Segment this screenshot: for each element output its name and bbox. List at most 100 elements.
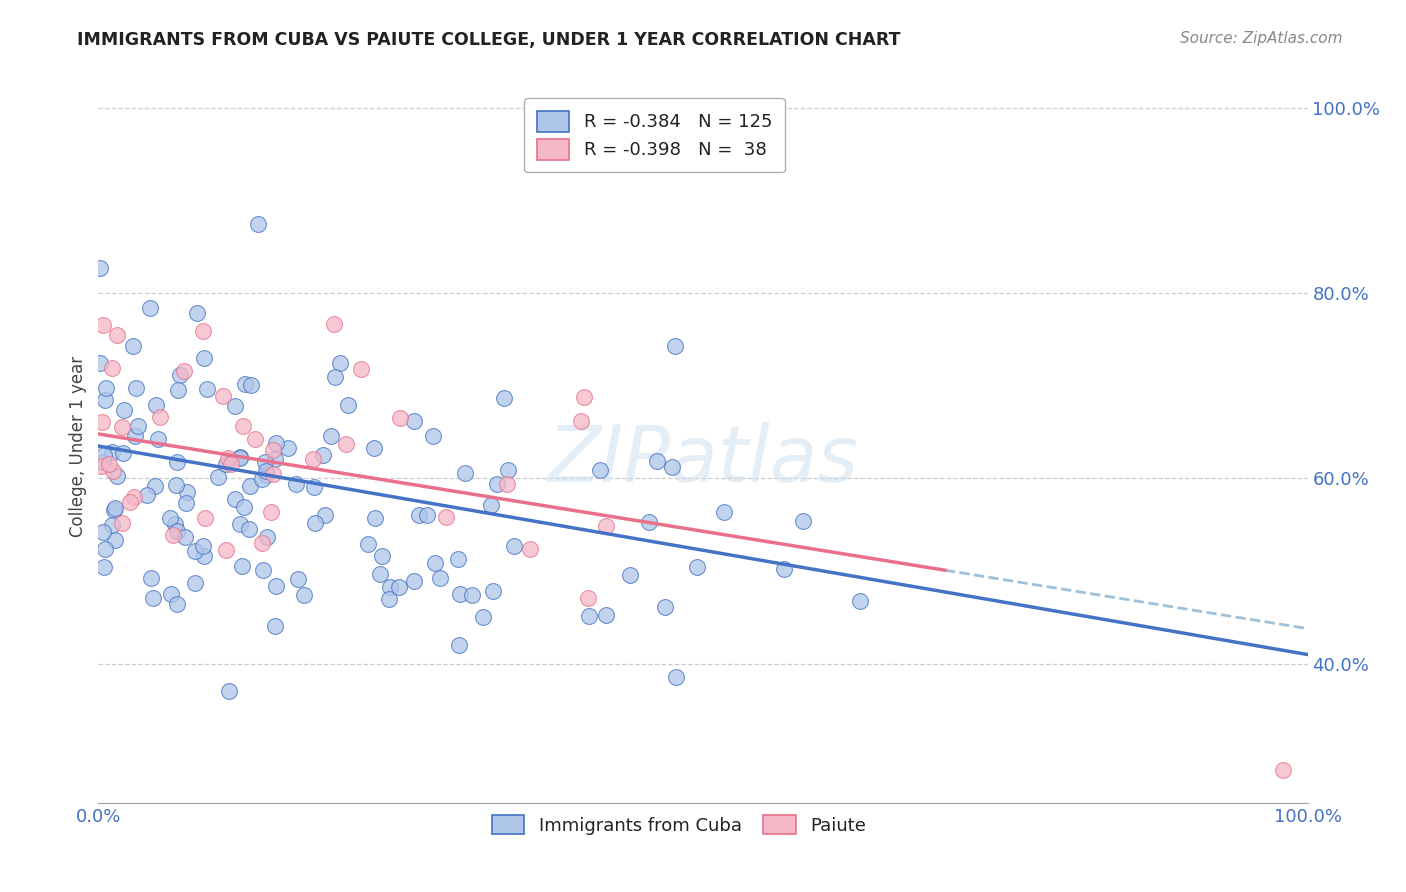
Point (664, 338, 686, 352)
Point (101, 464, 124, 478)
Point (91, 524, 114, 539)
Point (124, 429, 146, 443)
Point (848, 593, 870, 607)
Point (277, 441, 299, 455)
Point (127, 419, 149, 434)
Point (449, 638, 471, 652)
Point (94, 541, 117, 556)
Point (167, 383, 190, 397)
Point (619, 568, 641, 582)
Point (481, 583, 503, 598)
Point (125, 381, 148, 395)
Point (479, 498, 502, 512)
Point (569, 414, 592, 428)
Point (143, 479, 166, 493)
Point (103, 503, 125, 517)
Point (325, 370, 347, 384)
Point (498, 462, 520, 476)
Point (160, 587, 183, 601)
Point (472, 610, 495, 624)
Point (215, 457, 238, 471)
Point (224, 492, 246, 507)
Point (408, 508, 430, 523)
Point (519, 541, 541, 556)
Point (141, 571, 163, 585)
Point (231, 559, 253, 574)
Point (447, 552, 470, 566)
Point (217, 450, 239, 465)
Point (91, 455, 114, 469)
Point (1272, 764, 1295, 778)
Point (166, 455, 188, 469)
Point (94, 392, 117, 407)
Point (589, 463, 612, 477)
Point (149, 410, 172, 425)
Point (176, 496, 198, 510)
Point (264, 579, 287, 593)
Point (371, 549, 394, 564)
Point (335, 437, 357, 451)
Point (402, 415, 425, 429)
Point (578, 609, 600, 624)
Text: ZIPatlas: ZIPatlas (547, 422, 859, 499)
Point (247, 217, 270, 231)
Point (193, 549, 215, 564)
Point (93, 560, 115, 574)
Y-axis label: College, Under 1 year: College, Under 1 year (69, 355, 87, 537)
Point (434, 509, 457, 524)
Point (159, 510, 181, 524)
Point (93, 448, 115, 462)
Point (264, 452, 287, 467)
Point (574, 391, 596, 405)
Point (337, 398, 360, 412)
Point (195, 382, 218, 396)
Point (494, 391, 516, 405)
Point (363, 510, 385, 524)
Point (713, 505, 735, 519)
Point (111, 446, 134, 460)
Point (422, 429, 444, 443)
Point (91, 318, 114, 332)
Point (254, 467, 277, 482)
Point (429, 571, 451, 585)
Text: Source: ZipAtlas.com: Source: ZipAtlas.com (1180, 31, 1343, 46)
Point (304, 480, 326, 494)
Point (292, 588, 315, 602)
Point (262, 442, 284, 457)
Point (773, 562, 796, 576)
Point (250, 535, 273, 549)
Point (595, 519, 617, 533)
Point (262, 467, 284, 482)
Point (595, 608, 617, 623)
Point (314, 508, 336, 523)
Point (425, 556, 447, 570)
Point (207, 470, 229, 484)
Point (378, 591, 401, 606)
Point (90, 458, 112, 473)
Point (110, 419, 132, 434)
Point (191, 324, 214, 338)
Point (166, 597, 188, 611)
Point (215, 542, 238, 557)
Point (145, 398, 167, 412)
Point (240, 378, 263, 392)
Point (350, 362, 373, 376)
Point (183, 575, 205, 590)
Point (163, 517, 186, 532)
Point (450, 587, 472, 601)
Point (105, 469, 128, 483)
Point (193, 351, 215, 366)
Point (232, 419, 254, 434)
Point (122, 490, 145, 504)
Legend: Immigrants from Cuba, Paiute: Immigrants from Cuba, Paiute (482, 806, 875, 844)
Point (485, 477, 508, 491)
Point (142, 591, 165, 605)
Point (229, 516, 252, 531)
Point (229, 450, 252, 464)
Point (387, 580, 409, 594)
Point (264, 619, 287, 633)
Point (495, 477, 517, 491)
Point (219, 457, 242, 471)
Point (380, 580, 402, 594)
Point (139, 301, 162, 316)
